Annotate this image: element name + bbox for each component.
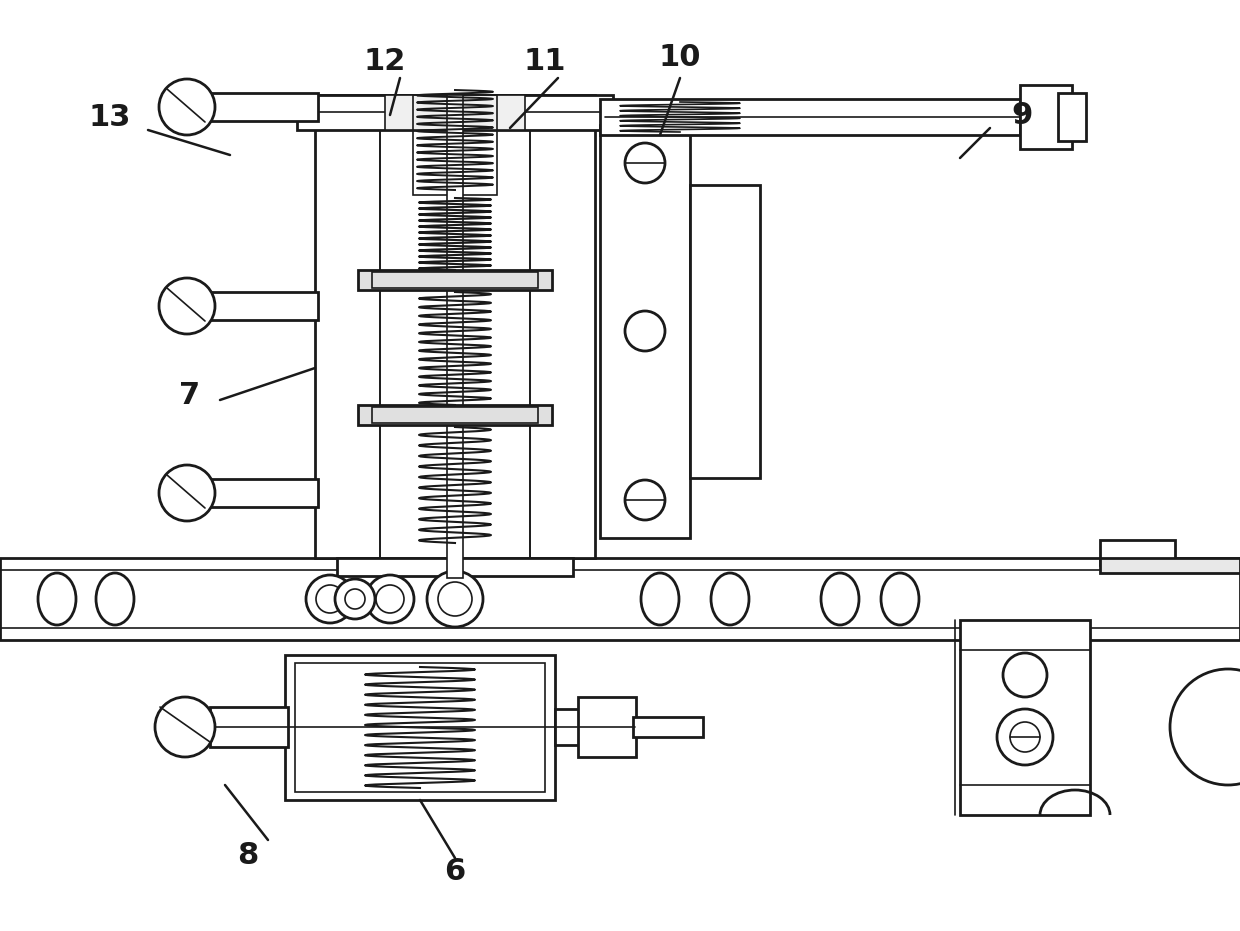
Bar xyxy=(285,655,556,800)
Text: 8: 8 xyxy=(237,841,259,870)
Circle shape xyxy=(155,697,215,757)
Bar xyxy=(600,125,689,538)
Circle shape xyxy=(316,585,343,613)
Bar xyxy=(358,405,552,425)
Text: 9: 9 xyxy=(1012,101,1033,129)
Circle shape xyxy=(438,582,472,616)
Bar xyxy=(298,95,613,130)
Text: 11: 11 xyxy=(523,47,567,76)
Circle shape xyxy=(345,589,365,609)
Bar xyxy=(578,697,636,757)
Bar xyxy=(413,95,497,195)
Bar xyxy=(600,99,1021,135)
Bar xyxy=(205,292,317,320)
Bar xyxy=(337,558,573,576)
Ellipse shape xyxy=(711,573,749,625)
Circle shape xyxy=(159,278,215,334)
Bar xyxy=(446,95,463,578)
Circle shape xyxy=(427,571,484,627)
Circle shape xyxy=(625,143,665,183)
Bar xyxy=(379,95,529,558)
Circle shape xyxy=(625,311,665,351)
Bar xyxy=(295,663,546,792)
Bar xyxy=(1021,85,1073,149)
Circle shape xyxy=(1011,722,1040,752)
Bar xyxy=(1058,93,1086,141)
Bar xyxy=(960,620,1090,815)
Circle shape xyxy=(625,480,665,520)
Bar xyxy=(1100,558,1240,573)
Text: 13: 13 xyxy=(89,103,131,132)
Circle shape xyxy=(159,465,215,521)
Circle shape xyxy=(366,575,414,623)
Ellipse shape xyxy=(821,573,859,625)
Bar xyxy=(372,272,538,288)
Bar xyxy=(372,407,538,423)
Circle shape xyxy=(1171,669,1240,785)
Text: 7: 7 xyxy=(180,381,201,410)
Bar xyxy=(556,709,580,745)
Bar xyxy=(205,93,317,121)
Bar xyxy=(315,95,595,558)
Circle shape xyxy=(1003,653,1047,697)
Ellipse shape xyxy=(38,573,76,625)
Circle shape xyxy=(997,709,1053,765)
Bar xyxy=(0,558,1240,640)
Bar xyxy=(1100,540,1176,565)
Bar xyxy=(384,95,525,130)
Bar xyxy=(358,270,552,290)
Text: 10: 10 xyxy=(658,44,702,73)
Text: 6: 6 xyxy=(444,857,466,886)
Bar xyxy=(205,479,317,507)
Circle shape xyxy=(159,79,215,135)
Bar xyxy=(632,717,703,737)
Ellipse shape xyxy=(95,573,134,625)
Circle shape xyxy=(306,575,353,623)
Bar xyxy=(689,185,760,478)
Ellipse shape xyxy=(641,573,680,625)
Circle shape xyxy=(335,579,374,619)
Bar xyxy=(210,707,288,747)
Text: 12: 12 xyxy=(363,47,407,76)
Circle shape xyxy=(376,585,404,613)
Ellipse shape xyxy=(880,573,919,625)
